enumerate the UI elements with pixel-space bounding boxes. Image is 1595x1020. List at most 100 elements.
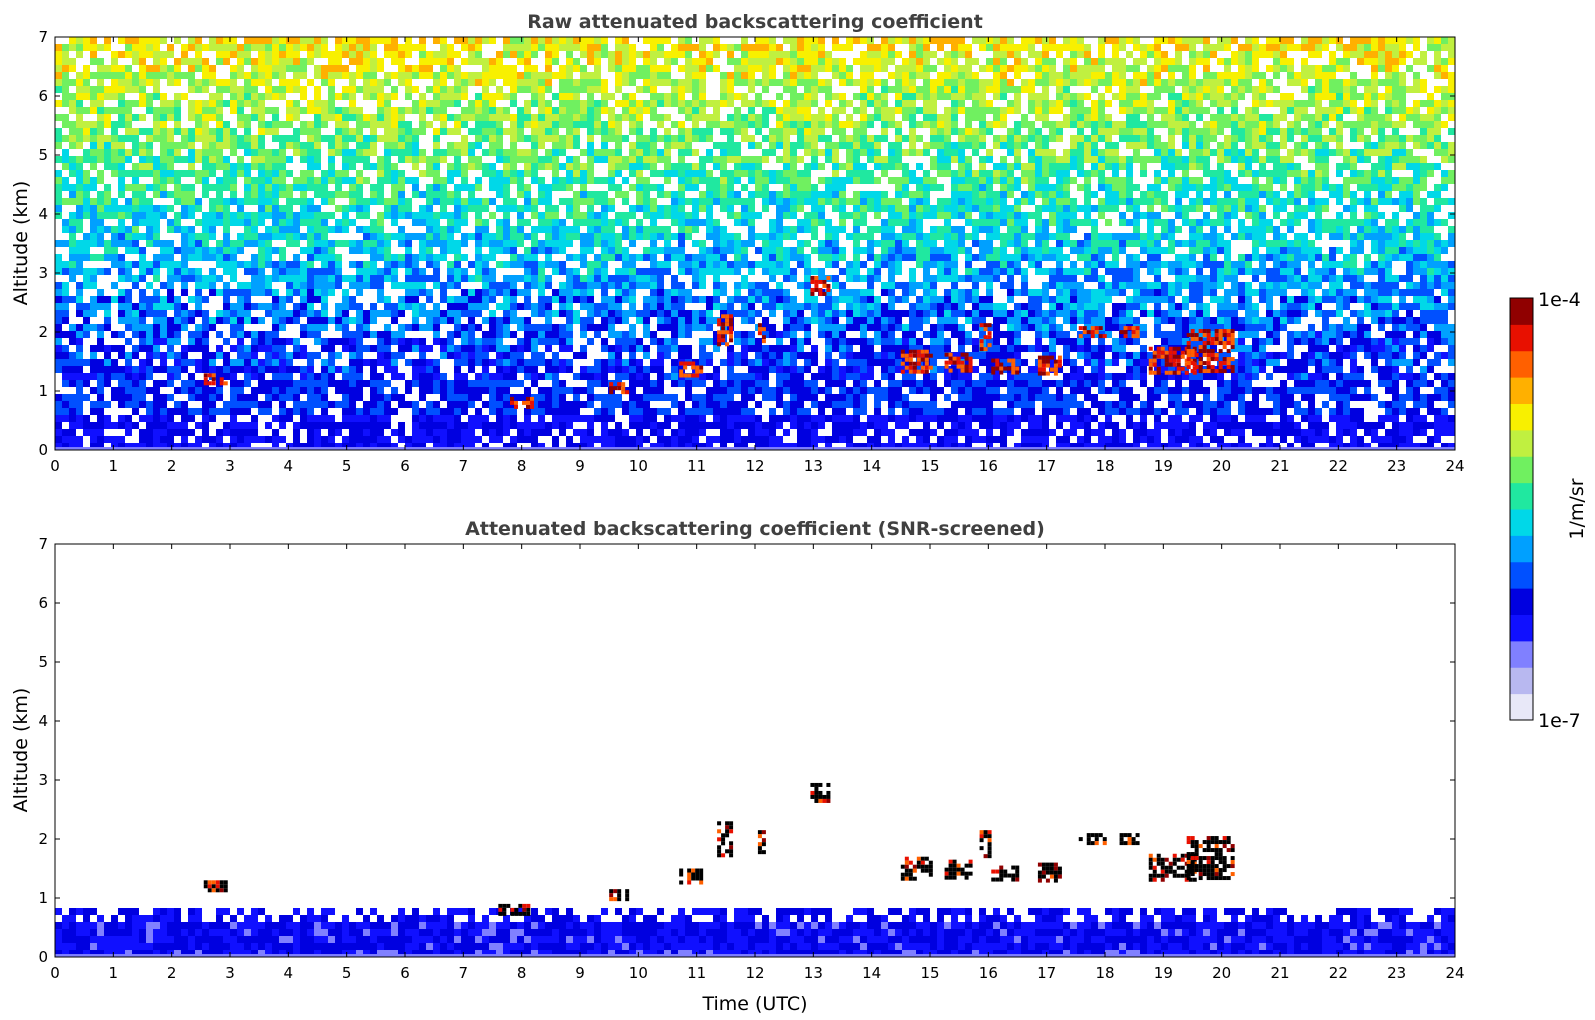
heatmap-cell [1280, 100, 1287, 107]
heatmap-cell [1098, 233, 1105, 240]
heatmap-cell [1091, 79, 1098, 86]
heatmap-cell [965, 177, 972, 184]
heatmap-cell [727, 121, 734, 128]
heatmap-cell [566, 44, 573, 51]
heatmap-cell [790, 79, 797, 86]
heatmap-cell [839, 135, 846, 142]
heatmap-cell [545, 121, 552, 128]
heatmap-cell [125, 79, 132, 86]
heatmap-cell [342, 51, 349, 58]
heatmap-cell [125, 107, 132, 114]
heatmap-cell [1350, 128, 1357, 135]
heatmap-cell [1000, 205, 1007, 212]
heatmap-cell [286, 170, 293, 177]
heatmap-cell [1007, 100, 1014, 107]
heatmap-cell [573, 86, 580, 93]
heatmap-cell [958, 156, 965, 163]
heatmap-cell [1077, 44, 1084, 51]
heatmap-cell [1308, 100, 1315, 107]
heatmap-cell [1098, 128, 1105, 135]
heatmap-cell [342, 121, 349, 128]
heatmap-cell [895, 212, 902, 219]
heatmap-cell [265, 128, 272, 135]
heatmap-cell [286, 51, 293, 58]
heatmap-cell [1063, 198, 1070, 205]
heatmap-cell [846, 72, 853, 79]
heatmap-cell [1357, 226, 1364, 233]
heatmap-cell [930, 226, 937, 233]
heatmap-cell [125, 261, 132, 268]
heatmap-cell [398, 72, 405, 79]
heatmap-cell [223, 219, 230, 226]
heatmap-cell [300, 93, 307, 100]
heatmap-cell [923, 121, 930, 128]
heatmap-cell [1399, 142, 1406, 149]
heatmap-cell [1259, 219, 1266, 226]
heatmap-cell [986, 86, 993, 93]
heatmap-cell [1413, 191, 1420, 198]
heatmap-cell [90, 142, 97, 149]
heatmap-cell [1063, 93, 1070, 100]
heatmap-cell [1049, 128, 1056, 135]
heatmap-cell [195, 149, 202, 156]
heatmap-cell [825, 156, 832, 163]
heatmap-cell [349, 240, 356, 247]
heatmap-cell [195, 128, 202, 135]
heatmap-cell [1119, 86, 1126, 93]
heatmap-cell [1392, 233, 1399, 240]
heatmap-cell [671, 93, 678, 100]
heatmap-cell [468, 198, 475, 205]
heatmap-cell [1336, 65, 1343, 72]
heatmap-cell [699, 128, 706, 135]
heatmap-cell [181, 254, 188, 261]
heatmap-cell [594, 149, 601, 156]
heatmap-cell [293, 135, 300, 142]
heatmap-cell [531, 205, 538, 212]
heatmap-cell [454, 184, 461, 191]
heatmap-cell [461, 86, 468, 93]
heatmap-cell [300, 86, 307, 93]
heatmap-cell [531, 198, 538, 205]
heatmap-cell [1308, 93, 1315, 100]
heatmap-cell [993, 177, 1000, 184]
heatmap-cell [902, 184, 909, 191]
heatmap-cell [685, 44, 692, 51]
heatmap-cell [384, 142, 391, 149]
heatmap-cell [139, 261, 146, 268]
heatmap-cell [419, 212, 426, 219]
heatmap-cell [139, 93, 146, 100]
heatmap-cell [90, 44, 97, 51]
heatmap-cell [202, 177, 209, 184]
heatmap-cell [195, 170, 202, 177]
heatmap-cell [1056, 212, 1063, 219]
heatmap-cell [139, 247, 146, 254]
heatmap-cell [489, 107, 496, 114]
heatmap-cell [1371, 128, 1378, 135]
heatmap-cell [657, 44, 664, 51]
heatmap-cell [1420, 163, 1427, 170]
heatmap-cell [979, 247, 986, 254]
heatmap-cell [1343, 149, 1350, 156]
heatmap-cell [223, 128, 230, 135]
heatmap-cell [1427, 107, 1434, 114]
heatmap-cell [622, 135, 629, 142]
heatmap-cell [76, 261, 83, 268]
heatmap-cell [888, 121, 895, 128]
heatmap-cell [720, 156, 727, 163]
heatmap-cell [1210, 240, 1217, 247]
heatmap-cell [454, 121, 461, 128]
heatmap-cell [251, 212, 258, 219]
heatmap-cell [510, 247, 517, 254]
heatmap-cell [1021, 37, 1028, 44]
heatmap-cell [461, 44, 468, 51]
heatmap-cell [216, 93, 223, 100]
heatmap-cell [664, 128, 671, 135]
heatmap-cell [1154, 86, 1161, 93]
heatmap-cell [818, 205, 825, 212]
heatmap-cell [55, 114, 62, 121]
heatmap-cell [286, 100, 293, 107]
heatmap-cell [1329, 72, 1336, 79]
heatmap-cell [552, 128, 559, 135]
heatmap-cell [475, 135, 482, 142]
heatmap-cell [538, 184, 545, 191]
